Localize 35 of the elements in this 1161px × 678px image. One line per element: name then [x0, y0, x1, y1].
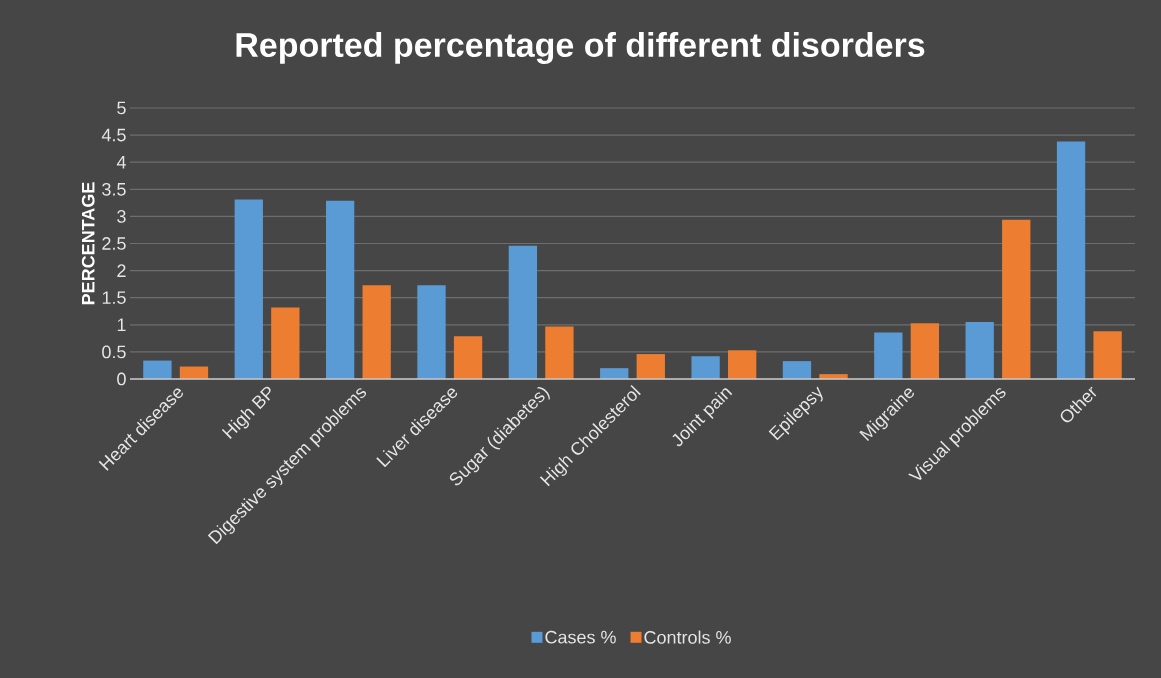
- bar: [508, 245, 538, 379]
- bar: [1002, 219, 1031, 379]
- y-tick-label: 3.5: [102, 182, 126, 196]
- bar: [600, 368, 629, 379]
- bar: [362, 285, 391, 379]
- y-tick-label: 2.5: [102, 237, 126, 250]
- bar: [965, 322, 994, 379]
- bar: [271, 307, 300, 379]
- y-tick-label: 1: [117, 318, 126, 331]
- bar: [545, 326, 574, 379]
- y-tick-label: 4.5: [101, 128, 126, 142]
- legend-label: Controls %: [644, 630, 731, 644]
- y-tick-label: 3: [117, 210, 126, 223]
- legend-label: Cases %: [545, 630, 616, 644]
- bar: [417, 285, 446, 379]
- bar: [234, 199, 263, 379]
- y-tick-label: 5: [117, 101, 126, 115]
- bar: [910, 323, 940, 379]
- bar: [874, 332, 903, 379]
- y-tick-label: 0: [117, 372, 126, 386]
- bar: [1056, 141, 1086, 379]
- y-tick-label: 1.5: [102, 291, 126, 304]
- bar: [325, 200, 355, 379]
- y-tick-label: 0.5: [102, 345, 126, 359]
- y-tick-label: 4: [116, 156, 126, 169]
- bar: [727, 350, 757, 379]
- bar: [636, 354, 665, 379]
- bar: [453, 336, 483, 379]
- bar: [1093, 331, 1122, 379]
- chart-title: Reported percentage of different disorders: [236, 32, 925, 64]
- y-tick-label: 2: [117, 264, 126, 277]
- bar: [782, 361, 812, 379]
- bar: [143, 360, 172, 379]
- bar: [691, 356, 720, 379]
- y-axis-title: PERCENTAGE: [81, 182, 95, 305]
